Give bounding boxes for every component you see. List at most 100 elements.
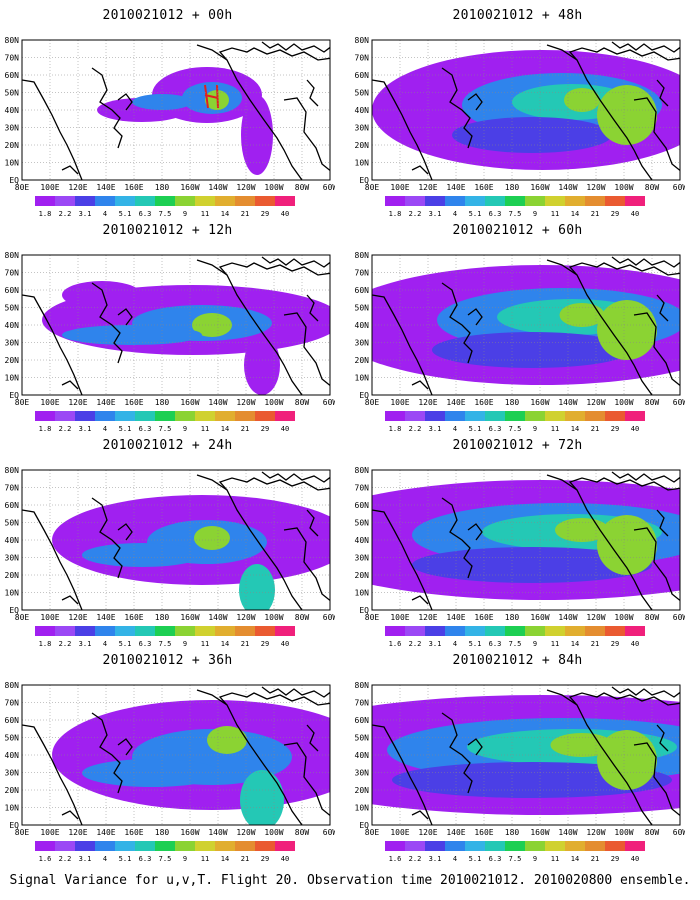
x-tick-label: 120E	[68, 398, 87, 407]
colorbar-label: 9	[533, 210, 537, 218]
colorbar-swatch	[95, 626, 115, 636]
x-tick-label: 80E	[365, 398, 380, 407]
heatmap-map: 80E 100E 120E 140E 160E 180 160W 140W 120W 100W 80…	[355, 681, 685, 837]
y-tick-label: 50N	[5, 304, 20, 313]
x-tick-label: 160W	[530, 613, 549, 622]
colorbar-label: 21	[241, 640, 249, 648]
variance-region	[62, 281, 142, 309]
coastline	[306, 724, 319, 752]
panel-title: 2010021012 + 24h	[102, 438, 233, 453]
colorbar-label: 6.3	[489, 425, 502, 433]
max-marker	[204, 84, 219, 109]
colorbar-swatch	[545, 411, 565, 421]
y-tick-label: 40N	[355, 106, 370, 115]
colorbar-label: 3.1	[79, 210, 92, 218]
x-tick-label: 140W	[558, 183, 577, 192]
colorbar-label: 29	[611, 425, 619, 433]
x-tick-label: 80W	[295, 398, 310, 407]
coastline	[467, 738, 483, 756]
y-tick-label: 10N	[5, 159, 20, 168]
y-tick-label: 70N	[5, 269, 20, 278]
colorbar-swatch	[215, 841, 235, 851]
x-tick-label: 160E	[124, 613, 143, 622]
coastline	[91, 282, 123, 364]
y-tick-label: 50N	[355, 734, 370, 743]
coastline	[283, 527, 330, 602]
colorbar-swatch	[255, 411, 275, 421]
colorbar-label: 3.1	[429, 855, 442, 863]
variance-region	[62, 325, 202, 345]
colorbar-label: 5.1	[469, 640, 482, 648]
x-tick-label: 160E	[124, 398, 143, 407]
colorbar-swatch	[175, 411, 195, 421]
y-tick-label: EQ	[9, 391, 19, 400]
colorbar-swatch	[235, 196, 255, 206]
x-tick-label: 100W	[264, 183, 283, 192]
coastline	[91, 712, 123, 794]
y-tick-label: 40N	[5, 321, 20, 330]
colorbar-label: 14	[571, 640, 579, 648]
variance-region	[240, 770, 284, 825]
colorbar-swatch	[55, 411, 75, 421]
y-tick-label: 70N	[5, 699, 20, 708]
x-tick-label: 120W	[586, 828, 605, 837]
colorbar-swatch	[525, 626, 545, 636]
colorbar-label: 4	[453, 425, 457, 433]
colorbar-label: 7.5	[509, 210, 522, 218]
colorbar-swatch	[115, 626, 135, 636]
colorbar: 1.8 2.2 3.1 4 5.1 6.3 7.5 9 11 14 21 29 40	[35, 626, 295, 648]
colorbar-swatch	[35, 841, 55, 851]
colorbar-swatch	[155, 411, 175, 421]
x-tick-label: 160W	[530, 398, 549, 407]
y-tick-label: 30N	[5, 339, 20, 348]
colorbar-label: 29	[611, 855, 619, 863]
colorbar-swatch	[445, 841, 465, 851]
x-tick-label: 180	[155, 828, 170, 837]
x-tick-label: 80E	[365, 613, 380, 622]
y-tick-label: 80N	[355, 466, 370, 475]
x-tick-label: 120E	[68, 613, 87, 622]
colorbar-swatch	[565, 411, 585, 421]
colorbar-label: 40	[631, 210, 639, 218]
x-tick-label: 60W	[673, 613, 685, 622]
colorbar-swatch	[625, 411, 645, 421]
colorbar-label: 6.3	[489, 855, 502, 863]
colorbar-swatch	[175, 841, 195, 851]
coastline	[306, 509, 319, 537]
coastline	[656, 724, 669, 752]
colorbar-swatch	[385, 841, 405, 851]
colorbar: 1.8 2.2 3.1 4 5.1 6.3 7.5 9 11 14 21 29 40	[35, 411, 295, 433]
heatmap-map: 80E 100E 120E 140E 160E 180 160W 140W 120W 100W 80…	[355, 466, 685, 622]
x-tick-label: 120E	[68, 183, 87, 192]
colorbar-swatch	[175, 196, 195, 206]
x-tick-label: 120W	[236, 613, 255, 622]
colorbar-label: 7.5	[159, 425, 172, 433]
colorbar-swatch	[565, 626, 585, 636]
x-tick-label: 140E	[446, 183, 465, 192]
variance-region	[564, 88, 600, 112]
y-tick-label: 20N	[5, 786, 20, 795]
colorbar-swatch	[565, 196, 585, 206]
forecast-panel: 2010021012 + 84h 80E 100E 120E 140E 160E 180 16…	[350, 645, 685, 863]
colorbar-label: 2.2	[409, 640, 422, 648]
colorbar-swatch	[135, 411, 155, 421]
colorbar-swatch	[625, 626, 645, 636]
variance-region	[452, 117, 612, 153]
heatmap-map: 80E 100E 120E 140E 160E 180 160W 140W 120W 100W 80…	[5, 681, 335, 837]
y-tick-label: 80N	[5, 36, 20, 45]
colorbar-swatch	[235, 841, 255, 851]
colorbar-swatch	[385, 411, 405, 421]
colorbar-label: 7.5	[159, 640, 172, 648]
x-tick-label: 100E	[390, 398, 409, 407]
colorbar-label: 1.8	[39, 210, 52, 218]
colorbar-label: 5.1	[469, 855, 482, 863]
colorbar-swatch	[605, 411, 625, 421]
colorbar-swatch	[525, 841, 545, 851]
colorbar: 1.8 2.2 3.1 4 5.1 6.3 7.5 9 11 14 21 29 40	[385, 196, 645, 218]
x-tick-label: 160W	[530, 828, 549, 837]
coastline	[61, 595, 79, 605]
coastline	[91, 67, 123, 149]
colorbar-swatch	[55, 626, 75, 636]
variance-region	[194, 526, 230, 550]
y-tick-label: 80N	[5, 251, 20, 260]
